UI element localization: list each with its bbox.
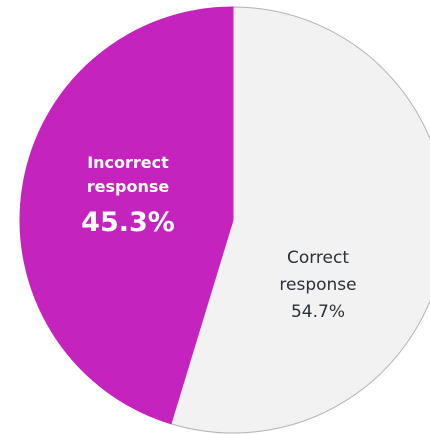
pie-slice-correct-response <box>170 6 430 434</box>
slice-value-correct: 54.7% <box>291 302 345 322</box>
slice-label-incorrect-line1: Incorrect <box>87 153 169 172</box>
slice-label-correct-line2: response <box>279 275 356 295</box>
pie-slices <box>19 6 430 434</box>
slice-label-correct-line1: Correct <box>287 248 349 268</box>
pie-labels: Correct response 54.7% Incorrect respons… <box>81 153 356 322</box>
pie-slice-incorrect-response <box>19 6 234 425</box>
slice-value-incorrect: 45.3% <box>81 207 175 238</box>
slice-label-incorrect-line2: response <box>87 177 170 196</box>
